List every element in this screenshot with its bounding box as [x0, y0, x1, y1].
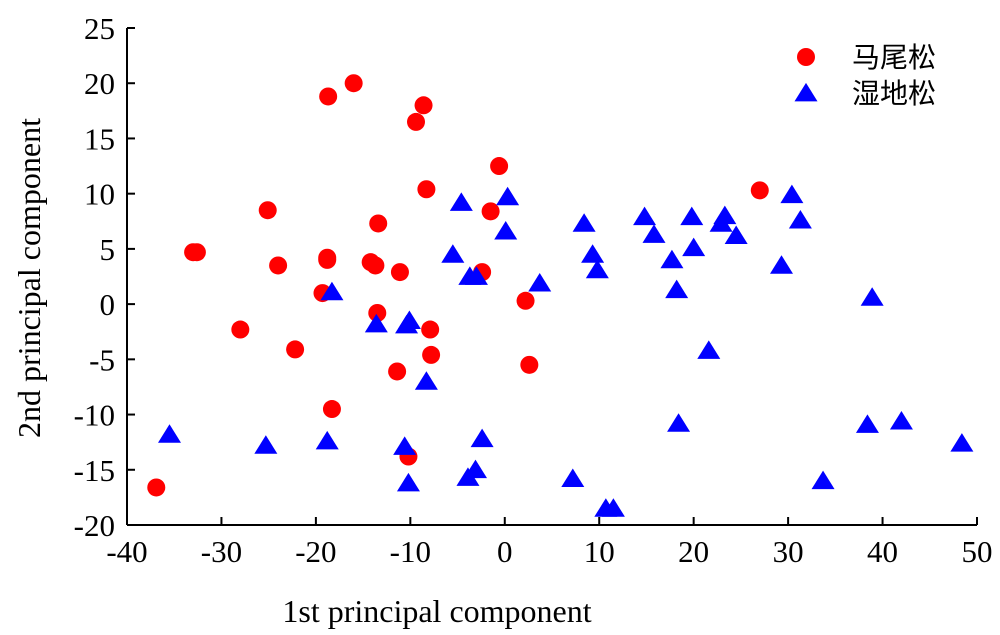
data-point-triangle — [855, 414, 879, 433]
data-point-triangle — [601, 498, 625, 517]
data-point-circle — [490, 157, 509, 176]
data-point-triangle — [770, 255, 793, 274]
axes — [126, 28, 977, 526]
data-point-triangle — [709, 213, 733, 232]
series-2 — [158, 184, 974, 517]
data-point-circle — [750, 181, 769, 200]
data-point-circle — [369, 214, 388, 233]
x-tick-label: 20 — [678, 534, 709, 569]
x-tick-label: -30 — [201, 534, 242, 569]
data-point-triangle — [456, 467, 480, 486]
data-points — [147, 74, 974, 517]
y-tick-label: -15 — [74, 453, 115, 488]
data-point-circle — [344, 74, 363, 93]
data-point-triangle — [528, 272, 552, 292]
data-point-circle — [390, 263, 409, 282]
data-point-triangle — [496, 186, 520, 206]
data-point-triangle — [414, 371, 438, 390]
y-tick-label: 15 — [84, 121, 115, 156]
data-point-triangle — [315, 430, 339, 450]
x-tick-label: -40 — [106, 534, 147, 569]
data-point-circle — [187, 243, 206, 262]
data-point-triangle — [697, 340, 721, 359]
x-tick-label: 0 — [497, 534, 513, 569]
data-point-circle — [407, 112, 425, 131]
data-point-triangle — [860, 287, 884, 306]
data-point-triangle — [724, 225, 748, 244]
data-point-triangle — [441, 244, 465, 263]
data-point-triangle — [811, 470, 835, 490]
data-point-circle — [481, 202, 500, 221]
y-tick-label: 5 — [100, 232, 116, 267]
y-tick-label: 20 — [84, 66, 115, 101]
data-point-triangle — [393, 436, 417, 455]
x-tick-label: -10 — [390, 534, 431, 569]
data-point-triangle — [581, 244, 605, 263]
data-point-triangle — [642, 224, 666, 243]
series-1 — [147, 74, 769, 497]
data-point-circle — [422, 345, 441, 364]
data-point-circle — [520, 355, 539, 374]
data-point-circle — [286, 340, 305, 359]
legend-label: 马尾松 — [852, 41, 936, 74]
data-point-triangle — [667, 413, 691, 432]
x-tick-label: 10 — [584, 534, 615, 569]
data-point-circle — [318, 250, 337, 269]
data-point-triangle — [395, 314, 419, 334]
data-point-triangle — [561, 468, 585, 487]
data-point-triangle — [788, 209, 812, 229]
data-point-circle — [319, 87, 338, 106]
y-tick-label: -10 — [74, 398, 115, 433]
legend-marker — [794, 82, 818, 102]
data-point-triangle — [660, 249, 684, 269]
x-ticks: -40 -30 -20 -10 0 10 20 30 40 50 — [106, 517, 993, 569]
y-ticks: -20 -15 -10 -5 0 5 10 15 20 25 — [74, 11, 135, 543]
y-tick-label: 25 — [84, 11, 115, 46]
x-axis-title: 1st principal component — [282, 593, 591, 629]
data-point-triangle — [585, 259, 609, 279]
data-point-triangle — [396, 472, 420, 492]
data-point-triangle — [633, 206, 657, 226]
y-tick-label: -20 — [74, 508, 115, 543]
legend-label: 湿地松 — [852, 77, 936, 110]
y-tick-label: -5 — [89, 342, 115, 377]
data-point-triangle — [254, 435, 278, 454]
data-point-circle — [417, 180, 436, 199]
data-point-circle — [388, 362, 407, 381]
data-point-triangle — [320, 281, 344, 301]
data-point-circle — [231, 320, 250, 339]
data-point-triangle — [464, 266, 488, 285]
data-point-triangle — [682, 237, 706, 257]
data-point-circle — [366, 256, 385, 275]
x-tick-label: 50 — [962, 534, 993, 569]
data-point-circle — [421, 320, 440, 339]
data-point-circle — [322, 400, 341, 419]
data-point-triangle — [470, 428, 494, 448]
data-point-triangle — [158, 424, 181, 443]
data-point-triangle — [364, 313, 388, 333]
data-point-triangle — [494, 221, 518, 240]
data-point-triangle — [889, 411, 913, 430]
data-point-triangle — [780, 184, 804, 204]
x-tick-label: 40 — [867, 534, 898, 569]
y-tick-label: 0 — [100, 287, 116, 322]
data-point-triangle — [680, 206, 704, 226]
legend-marker — [797, 48, 815, 66]
data-point-circle — [414, 96, 433, 115]
x-tick-label: 30 — [773, 534, 804, 569]
data-point-triangle — [572, 213, 596, 232]
data-point-triangle — [665, 279, 689, 299]
data-point-triangle — [950, 433, 974, 452]
data-point-circle — [368, 303, 387, 322]
data-point-triangle — [449, 192, 473, 211]
data-point-circle — [258, 201, 277, 220]
data-point-circle — [516, 291, 535, 310]
y-tick-label: 10 — [84, 177, 115, 212]
data-point-circle — [269, 256, 288, 275]
data-point-circle — [147, 478, 166, 497]
x-tick-label: -20 — [295, 534, 336, 569]
y-axis-title: 2nd principal component — [11, 118, 47, 438]
